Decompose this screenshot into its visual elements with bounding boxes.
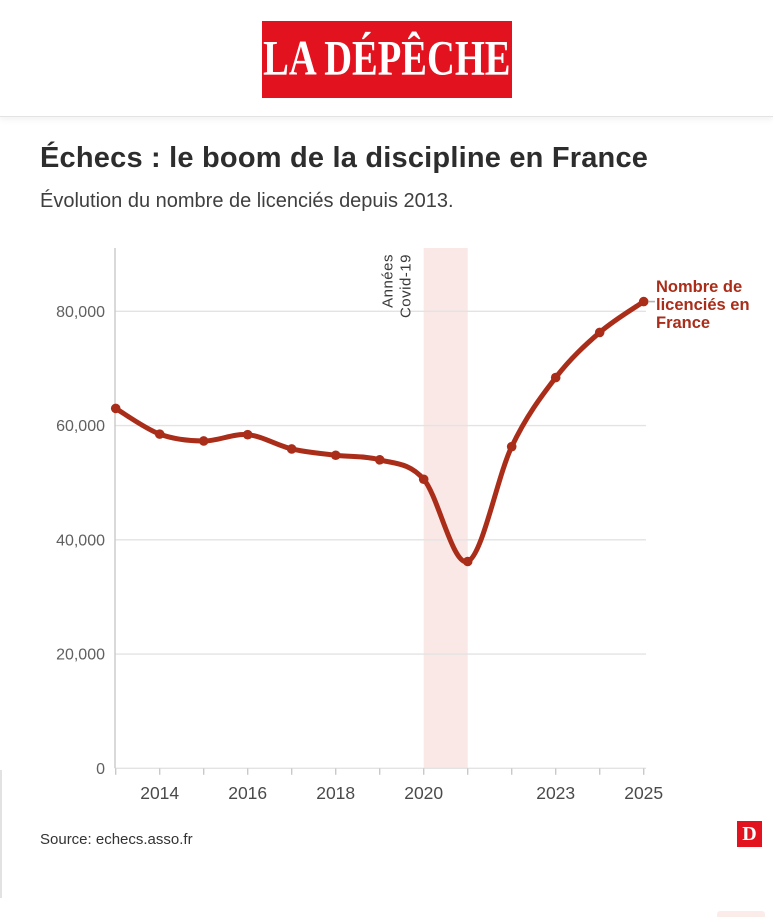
x-axis-label: 2018: [316, 783, 355, 803]
depeche-d-logo[interactable]: D: [737, 821, 762, 847]
data-point: [550, 372, 561, 383]
y-axis-label: 0: [96, 761, 105, 778]
ladepeche-logo[interactable]: LA DÉPÊCHE: [261, 21, 512, 98]
x-axis-label: 2025: [624, 783, 663, 803]
x-axis-label: 2016: [228, 783, 267, 803]
x-axis-label: 2023: [536, 783, 575, 803]
data-point: [198, 436, 209, 446]
header: LA DÉPÊCHE: [0, 0, 773, 117]
line-chart: 0 20,000 40,000 60,000 80,000 2014 2016 2018 202…: [0, 233, 773, 823]
data-point: [330, 450, 341, 461]
covid-annotation-text: Covid-19: [398, 254, 415, 318]
y-axis-label: 40,000: [56, 532, 105, 549]
x-axis-label: 2020: [404, 783, 443, 803]
source-text: Source: echecs.asso.fr: [40, 831, 193, 848]
y-axis-label: 20,000: [56, 647, 105, 664]
data-point: [374, 455, 385, 465]
depeche-d-letter: D: [742, 823, 757, 845]
series-legend-label: France: [656, 314, 710, 332]
data-point: [506, 441, 517, 452]
article: Échecs : le boom de la discipline en Fra…: [0, 117, 773, 880]
covid-band: [423, 248, 468, 769]
y-axis-label: 80,000: [56, 304, 105, 321]
data-point: [242, 429, 253, 440]
adjacent-card-edge: [0, 770, 2, 898]
data-point: [110, 403, 121, 414]
chart-footer: Source: echecs.asso.fr D: [0, 821, 773, 880]
chart-canvas: 0 20,000 40,000 60,000 80,000 2014 2016 2018 202…: [56, 248, 750, 803]
y-axis-label: 60,000: [56, 418, 105, 435]
article-title: Échecs : le boom de la discipline en Fra…: [40, 142, 649, 174]
data-point: [638, 296, 649, 307]
x-axis-label: 2014: [140, 783, 179, 803]
data-point: [594, 327, 605, 338]
ladepeche-logo-text: LA DÉPÊCHE: [262, 31, 511, 87]
data-point: [154, 429, 165, 439]
data-point: [286, 444, 297, 454]
series-legend-label: licenciés en: [656, 296, 750, 314]
data-point: [418, 474, 429, 485]
data-point: [462, 556, 473, 567]
article-subtitle: Évolution du nombre de licenciés depuis …: [40, 190, 454, 212]
covid-annotation-text: Années: [380, 254, 397, 308]
bottom-corner-decoration: [717, 911, 765, 917]
series-legend-label: Nombre de: [656, 278, 742, 296]
series-line: [113, 299, 647, 565]
